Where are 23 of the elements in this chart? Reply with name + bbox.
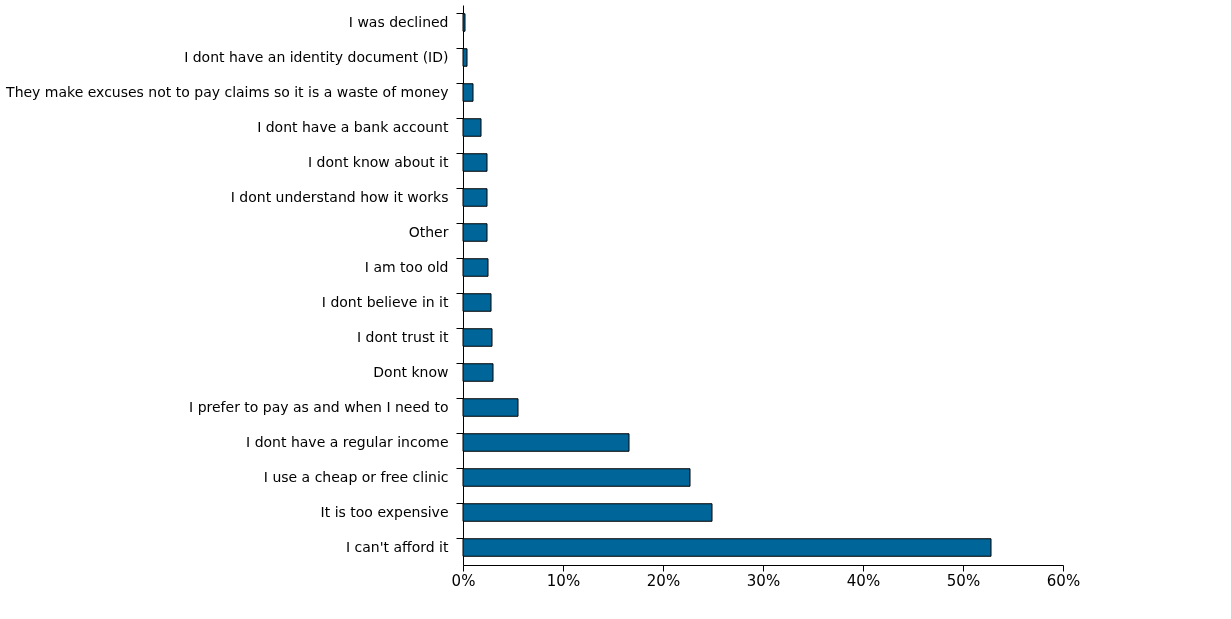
y-tick-label: It is too expensive	[320, 503, 449, 520]
y-tick-label: I dont know about it	[307, 153, 450, 170]
y-tick-label: I dont have a regular income	[246, 433, 449, 450]
x-tick-label: 50%	[946, 571, 981, 590]
x-tick-label: 10%	[546, 571, 581, 590]
y-tick-label: I am too old	[364, 258, 449, 275]
x-tick-label: 30%	[746, 571, 781, 590]
y-tick-label: I dont believe in it	[321, 293, 449, 310]
y-tick-label: I dont understand how it works	[230, 188, 449, 205]
y-tick-label: I prefer to pay as and when I need to	[189, 398, 449, 415]
y-tick-label: I dont have a bank account	[257, 118, 449, 135]
x-tick-label: 20%	[646, 571, 681, 590]
y-tick-label: I was declined	[348, 13, 449, 30]
y-tick-label: I can't afford it	[345, 538, 449, 555]
x-tick-label: 0%	[451, 571, 476, 590]
y-tick-label: I dont have an identity document (ID)	[184, 48, 449, 65]
y-tick-label: I use a cheap or free clinic	[263, 468, 449, 485]
y-tick-label: I dont trust it	[356, 328, 450, 345]
y-tick-label: They make excuses not to pay claims so it is a waste of money	[5, 83, 449, 100]
y-tick-label: Dont know	[373, 363, 449, 380]
x-tick-label: 40%	[846, 571, 881, 590]
y-tick-label: Other	[408, 223, 449, 240]
x-tick-label: 60%	[1046, 571, 1081, 590]
